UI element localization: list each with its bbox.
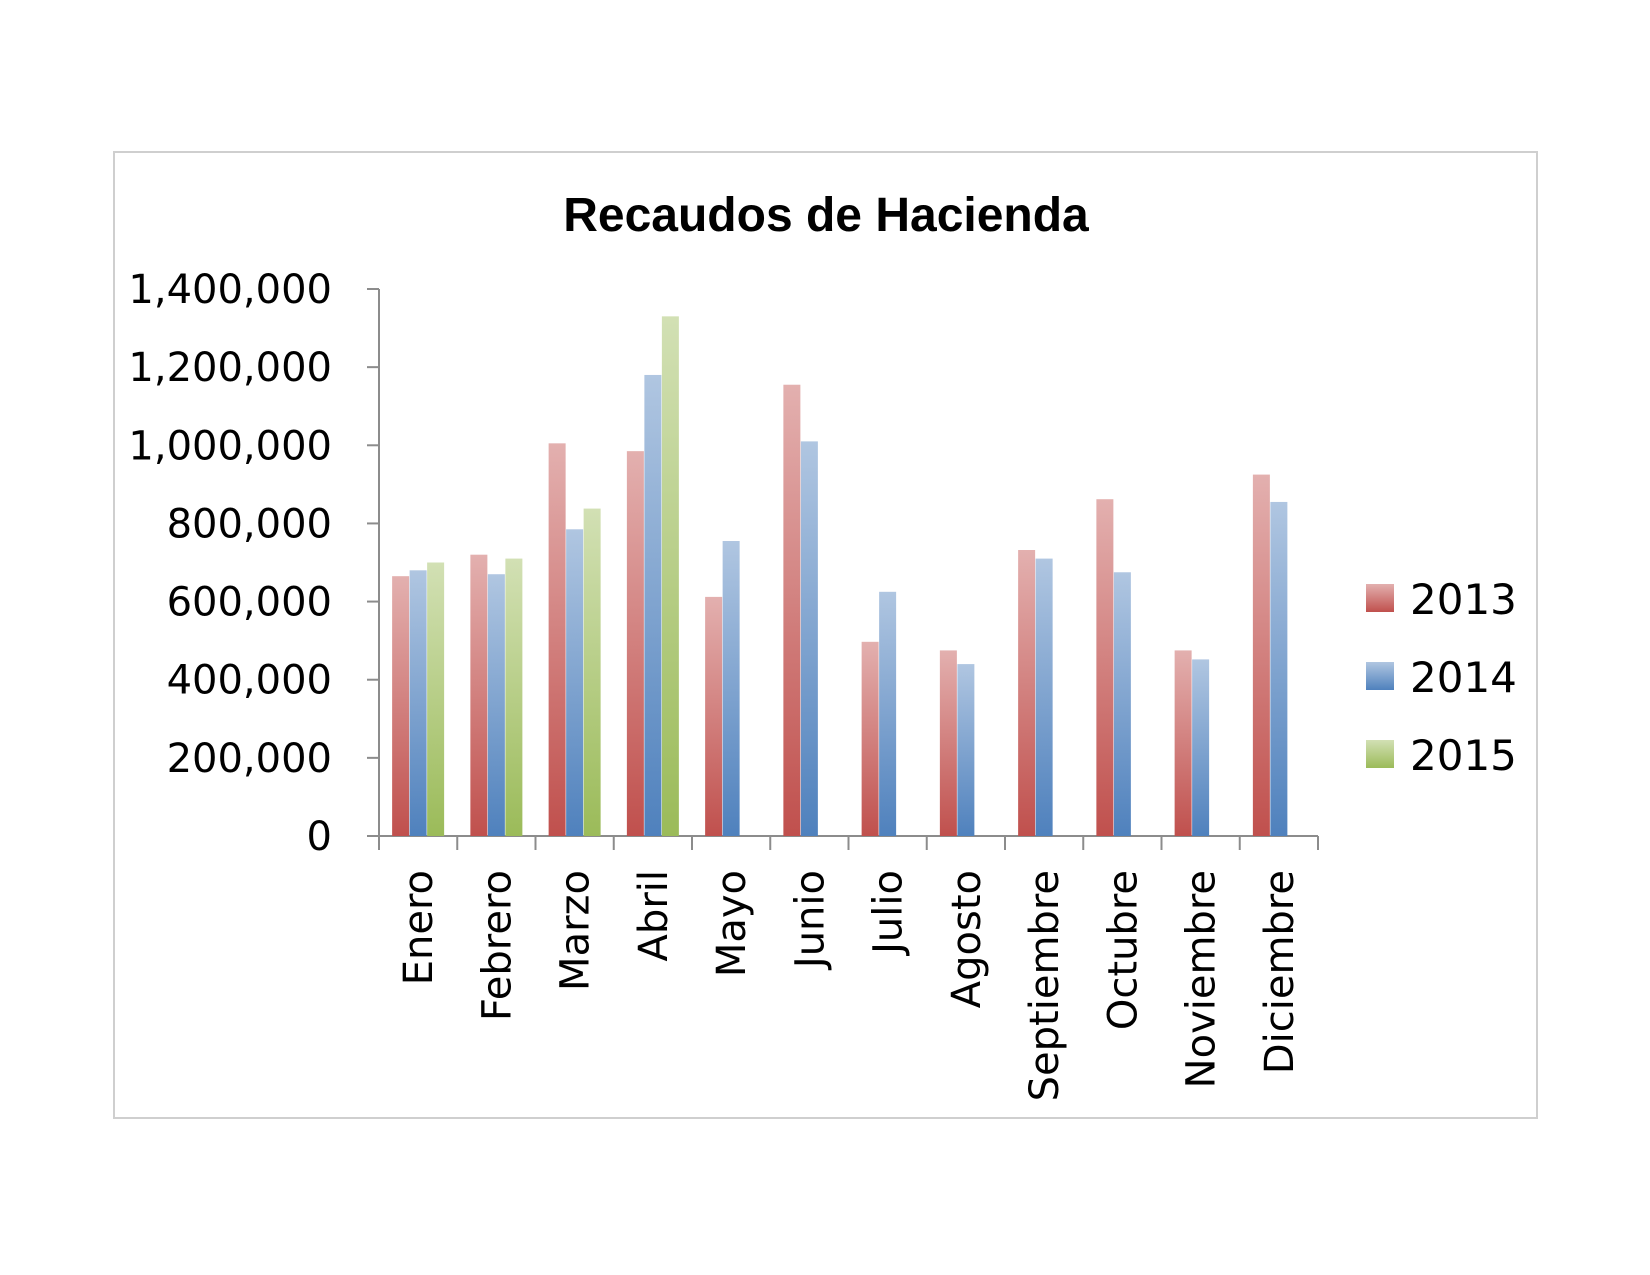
y-tick-label: 800,000 [167, 501, 332, 547]
x-tick-label: Septiembre [1022, 870, 1068, 1101]
legend: 2013 2014 2015 [1366, 575, 1517, 780]
bar-2014-noviembre [1192, 659, 1210, 836]
x-tick-label: Enero [396, 870, 442, 985]
y-tick-label: 400,000 [167, 658, 332, 704]
bar-2013-julio [861, 641, 879, 836]
bar-2014-julio [879, 591, 897, 836]
y-tick-label: 0 [307, 814, 332, 860]
bar-2014-mayo [722, 541, 740, 836]
bar-2015-abril [661, 316, 679, 837]
bar-2014-diciembre [1270, 501, 1288, 836]
bar-2014-septiembre [1035, 558, 1053, 836]
legend-label-2014: 2014 [1410, 653, 1517, 702]
axes: 0 200,000 400,000 600,000 800,000 1,000,000 1,… [128, 267, 1319, 1101]
bar-2015-febrero [505, 558, 523, 836]
bar-2014-febrero [487, 574, 505, 836]
bar-2013-marzo [548, 443, 566, 836]
bar-2013-abril [626, 451, 644, 836]
bar-2013-noviembre [1174, 650, 1192, 836]
bar-2013-febrero [470, 554, 488, 836]
bar-2014-agosto [957, 664, 975, 836]
x-tick-label: Abril [631, 870, 677, 961]
chart-title: Recaudos de Hacienda [563, 189, 1089, 242]
x-tick-label: Marzo [553, 870, 599, 991]
legend-label-2013: 2013 [1410, 575, 1517, 624]
legend-label-2015: 2015 [1410, 731, 1517, 780]
bars [392, 316, 1288, 837]
x-tick-label: Julio [866, 870, 912, 957]
bar-2014-octubre [1113, 572, 1131, 836]
bar-2013-mayo [705, 596, 723, 836]
bar-2013-junio [783, 384, 801, 836]
y-tick-label: 1,400,000 [128, 267, 332, 313]
bar-2013-octubre [1096, 499, 1114, 836]
y-tick-label: 1,200,000 [128, 345, 332, 391]
y-tick-label: 600,000 [167, 580, 332, 626]
bar-2013-enero [392, 576, 410, 836]
legend-swatch-2015 [1366, 740, 1394, 768]
bar-2013-diciembre [1252, 474, 1270, 836]
chart-area [113, 151, 1538, 1119]
bar-2013-septiembre [1018, 549, 1036, 836]
x-tick-label: Noviembre [1179, 870, 1225, 1088]
x-tick-label: Octubre [1100, 870, 1146, 1030]
legend-swatch-2014 [1366, 662, 1394, 690]
x-tick-label: Febrero [474, 870, 520, 1021]
bar-2013-agosto [939, 650, 957, 836]
x-tick-label: Agosto [944, 870, 990, 1008]
bar-2014-marzo [566, 529, 584, 836]
bar-2014-junio [800, 441, 818, 836]
x-tick-label: Diciembre [1257, 870, 1303, 1074]
x-tick-label: Mayo [709, 870, 755, 977]
legend-swatch-2013 [1366, 584, 1394, 612]
bar-2014-abril [644, 374, 662, 836]
bar-2014-enero [409, 570, 427, 836]
bar-2015-marzo [583, 508, 601, 836]
x-tick-label: Junio [787, 870, 833, 971]
bar-2015-enero [427, 562, 445, 836]
y-tick-label: 200,000 [167, 736, 332, 782]
y-tick-label: 1,000,000 [128, 423, 332, 469]
